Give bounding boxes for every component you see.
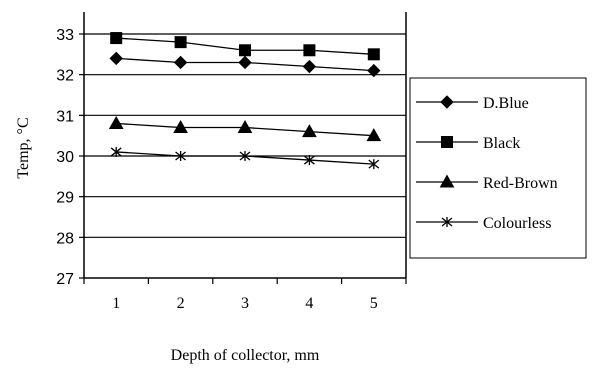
x-axis-ticks: 1 2 3 4 5	[83, 278, 407, 312]
x-tick-label: 2	[177, 295, 185, 312]
data-point	[173, 55, 188, 70]
y-tick-label: 31	[56, 108, 74, 125]
data-point	[367, 63, 381, 78]
y-tick-label: 27	[56, 271, 74, 288]
y-tick-label: 28	[56, 230, 74, 247]
y-axis-label: Temp, °C	[15, 117, 32, 178]
data-point	[174, 36, 187, 49]
data-point	[239, 44, 251, 57]
legend-item: Colourless	[416, 215, 551, 232]
y-tick-label: 29	[56, 190, 74, 207]
legend-marker	[441, 136, 453, 148]
data-point	[109, 51, 123, 66]
legend-marker	[440, 95, 454, 109]
x-tick-label: 5	[370, 295, 378, 312]
data-point	[239, 151, 251, 161]
data-point	[238, 55, 252, 70]
legend-label: D.Blue	[483, 95, 529, 112]
legend-item: Black	[416, 135, 520, 152]
data-point	[366, 128, 382, 142]
series-lines	[108, 32, 382, 170]
data-point	[108, 115, 124, 129]
data-point	[237, 120, 253, 134]
data-point	[303, 155, 315, 166]
y-axis-ticks: 27 28 29 30 31 32 33	[56, 27, 84, 288]
series-black	[110, 32, 380, 61]
data-point	[302, 59, 317, 74]
legend-label: Colourless	[483, 215, 551, 232]
x-axis-label: Depth of collector, mm	[171, 347, 320, 364]
x-tick-label: 3	[241, 295, 249, 312]
y-tick-label: 33	[56, 27, 74, 44]
data-point	[175, 151, 187, 161]
series-red-brown	[108, 115, 382, 142]
series-d-blue	[109, 51, 381, 78]
data-point	[110, 146, 122, 157]
data-point	[303, 44, 316, 57]
data-point	[368, 159, 380, 170]
data-point	[110, 32, 123, 45]
series-colourless	[110, 146, 380, 170]
y-tick-label: 32	[56, 68, 74, 85]
legend-item: Red-Brown	[416, 174, 558, 192]
axes	[83, 12, 407, 279]
data-point	[173, 120, 188, 134]
legend-label: Red-Brown	[483, 175, 558, 192]
legend-marker	[439, 174, 455, 188]
x-tick-label: 4	[305, 295, 313, 312]
data-point	[302, 124, 317, 138]
legend-box	[409, 77, 587, 259]
legend-marker	[441, 217, 453, 227]
data-point	[367, 48, 380, 61]
y-tick-label: 30	[56, 149, 74, 166]
legend-label: Black	[483, 135, 520, 152]
legend: D.Blue Black Red-Brown Colourless	[409, 77, 587, 259]
legend-item: D.Blue	[416, 95, 529, 112]
x-tick-label: 1	[112, 295, 120, 312]
